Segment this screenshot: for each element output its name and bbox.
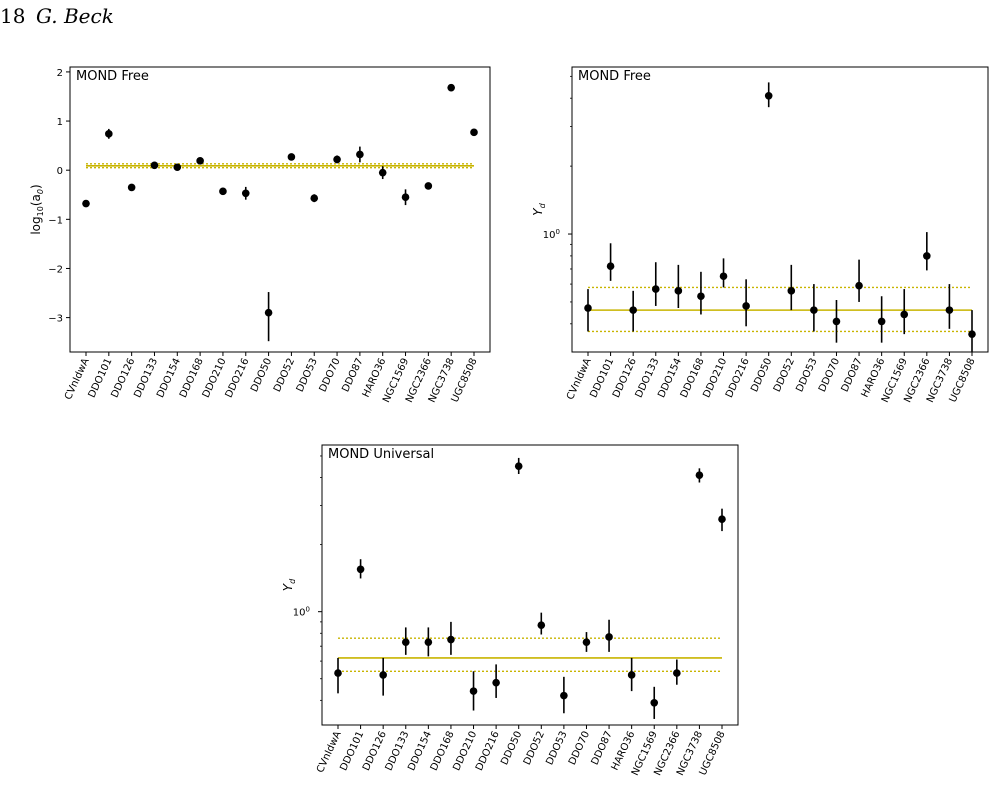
data-point-ngc2366 (673, 669, 681, 677)
data-point-ugc8508 (470, 128, 478, 137)
data-point-ngc3738 (695, 471, 704, 479)
data-point-ngc2366 (923, 252, 931, 260)
x-tick-label: DDO50 (749, 357, 774, 394)
data-point-ddo87 (855, 281, 863, 290)
x-tick-label: DDO87 (840, 357, 865, 394)
data-point-cvnidwa (584, 304, 592, 312)
plot-frame (321, 444, 739, 726)
data-point-ddo101 (606, 262, 615, 271)
running-head-author: G. Beck (36, 4, 114, 28)
data-point-ddo50 (514, 462, 523, 470)
data-point-ngc2366 (424, 182, 433, 190)
page-number: 18 (0, 4, 26, 28)
x-tick-label: DDO87 (340, 357, 365, 394)
x-tick-label: DDO50 (499, 730, 524, 767)
x-tick-label: DDO52 (522, 730, 547, 767)
data-point-ddo53 (810, 306, 818, 314)
data-point-ddo70 (333, 155, 341, 164)
data-point-ddo216 (241, 189, 250, 198)
y-tick-label: −2 (48, 264, 63, 275)
data-point-ddo70 (832, 317, 841, 326)
x-tick-label: DDO50 (249, 357, 274, 394)
data-point-ddo53 (560, 691, 568, 700)
data-point-ugc8508 (968, 330, 976, 338)
data-point-ddo70 (582, 638, 591, 646)
data-point-ddo154 (674, 287, 683, 295)
data-point-ddo101 (105, 130, 113, 138)
data-point-ngc3738 (945, 306, 954, 314)
panel-label: MOND Free (578, 69, 651, 84)
data-point-ugc8508 (718, 515, 726, 524)
x-tick-label: DDO70 (318, 357, 343, 394)
x-tick-label: DDO87 (590, 730, 615, 767)
y-tick-label: 1 (57, 117, 63, 128)
x-tick-label: DDO70 (567, 730, 592, 767)
panel-label: MOND Universal (328, 447, 434, 462)
data-point-ddo168 (196, 157, 204, 165)
data-point-ddo126 (127, 183, 136, 192)
data-point-ngc3738 (447, 83, 455, 92)
y-tick-label: 100 (293, 606, 310, 619)
data-point-ddo168 (447, 635, 455, 644)
data-point-ddo53 (310, 194, 319, 202)
data-point-ddo216 (742, 302, 750, 310)
data-point-ddo87 (356, 150, 364, 159)
data-point-haro36 (378, 168, 387, 177)
data-point-ddo87 (605, 633, 613, 641)
data-point-ddo52 (287, 153, 296, 161)
data-point-ddo210 (219, 187, 227, 196)
data-point-cvnidwa (334, 669, 342, 677)
chart-mond-free-yd: 100CVnIdwADDO101DDO126DDO133DDO154DDO168… (531, 66, 989, 404)
x-tick-label: DDO52 (772, 357, 797, 394)
x-tick-label: DDO70 (817, 357, 842, 394)
data-point-ddo168 (697, 292, 705, 301)
data-point-ddo126 (629, 306, 637, 314)
data-point-ddo50 (764, 91, 773, 100)
data-point-haro36 (877, 317, 886, 326)
data-point-ddo210 (719, 272, 728, 281)
data-point-ddo154 (173, 163, 182, 172)
x-tick-label: DDO53 (544, 730, 569, 767)
data-point-ddo126 (379, 671, 387, 679)
page-header: 18 G. Beck (0, 0, 400, 30)
plot-frame (69, 66, 491, 353)
panel-label: MOND Free (76, 69, 149, 84)
data-point-cvnidwa (82, 199, 90, 208)
y-tick-label: 2 (57, 68, 63, 79)
y-tick-label: 0 (57, 166, 63, 177)
chart-mond-universal-yd: 100CVnIdwADDO101DDO126DDO133DDO154DDO168… (281, 444, 739, 777)
y-tick-label: −3 (48, 314, 63, 325)
data-point-ddo216 (492, 678, 500, 687)
data-point-ddo133 (150, 161, 159, 170)
y-axis-label: Yd (531, 202, 547, 215)
plot-frame (571, 66, 989, 353)
x-tick-label: DDO53 (295, 357, 320, 394)
data-point-ddo101 (356, 565, 365, 574)
data-point-ddo154 (424, 638, 433, 646)
y-axis-label: Yd (281, 578, 297, 591)
y-axis-label: log10(a0) (29, 184, 45, 234)
data-point-ngc1569 (401, 193, 410, 202)
data-point-ddo133 (401, 638, 410, 646)
x-tick-label: DDO52 (272, 357, 297, 394)
data-point-ddo50 (264, 308, 273, 317)
data-point-ddo133 (651, 285, 660, 293)
data-point-ddo52 (537, 621, 546, 629)
data-point-ddo52 (787, 287, 796, 295)
y-tick-label: 100 (543, 228, 560, 241)
y-tick-label: −1 (48, 215, 63, 226)
data-point-ddo210 (469, 687, 478, 695)
data-point-ngc1569 (650, 698, 659, 707)
chart-mond-free-log-a0: −3−2−1012CVnIdwADDO101DDO126DDO133DDO154… (29, 66, 491, 404)
x-tick-label: DDO53 (794, 357, 819, 394)
data-point-ngc1569 (900, 310, 909, 319)
data-point-haro36 (627, 671, 636, 679)
